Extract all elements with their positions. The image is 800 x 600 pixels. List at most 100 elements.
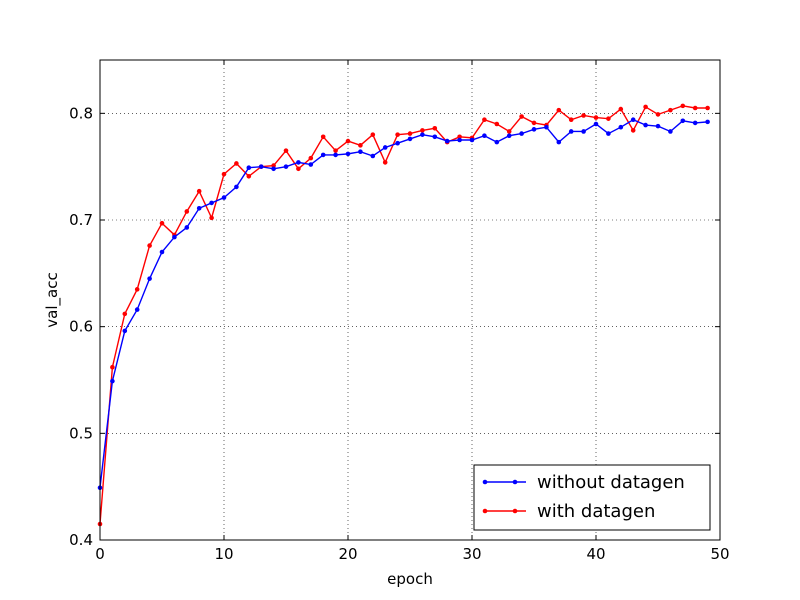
data-point xyxy=(308,155,314,161)
data-point xyxy=(358,149,363,155)
legend-label: with datagen xyxy=(537,501,655,522)
data-point xyxy=(271,166,276,172)
data-point xyxy=(147,243,152,248)
data-point xyxy=(469,137,475,143)
data-point xyxy=(556,139,562,145)
data-point xyxy=(234,184,239,190)
data-point xyxy=(568,129,574,134)
data-point xyxy=(705,119,710,125)
data-point xyxy=(147,276,152,281)
data-point xyxy=(283,164,289,169)
data-point xyxy=(444,138,450,144)
data-point xyxy=(680,103,686,109)
data-point xyxy=(643,104,648,110)
data-point xyxy=(333,148,338,153)
data-point xyxy=(345,151,351,157)
data-point xyxy=(432,134,438,140)
y-tick-label: 0.5 xyxy=(69,424,93,442)
data-point xyxy=(407,136,413,142)
data-point xyxy=(556,107,562,113)
data-point xyxy=(196,188,202,194)
data-point xyxy=(246,173,252,179)
data-point xyxy=(370,153,376,159)
data-point xyxy=(531,127,537,132)
data-point xyxy=(680,118,686,124)
legend-label: without datagen xyxy=(537,472,685,493)
data-point xyxy=(234,161,239,166)
legend-marker xyxy=(512,479,518,485)
data-point xyxy=(692,120,698,126)
data-point xyxy=(618,124,624,130)
data-point xyxy=(568,117,574,123)
y-tick-label: 0.6 xyxy=(69,318,93,336)
data-point xyxy=(382,145,388,150)
y-axis-label: val_acc xyxy=(43,272,62,327)
data-point xyxy=(581,129,586,134)
data-point xyxy=(296,160,301,165)
x-tick-label: 50 xyxy=(710,545,729,563)
legend: without datagen with datagen xyxy=(473,464,711,531)
data-point xyxy=(395,132,400,137)
series-layer xyxy=(97,103,710,527)
legend-marker xyxy=(512,508,518,514)
data-point xyxy=(283,148,289,153)
data-point xyxy=(506,133,512,139)
data-point xyxy=(457,134,462,140)
data-point xyxy=(184,225,190,230)
data-point xyxy=(345,138,351,144)
data-point xyxy=(110,364,115,370)
data-point xyxy=(457,137,462,143)
x-axis-label: epoch xyxy=(387,570,433,588)
data-point xyxy=(630,128,636,133)
data-point xyxy=(407,131,413,136)
data-point xyxy=(134,307,140,312)
axis-ticks: 0 10 20 30 40 50 0.4 0.5 0.6 0.7 0.8 xyxy=(69,60,730,563)
data-point xyxy=(692,105,698,111)
data-point xyxy=(159,220,165,226)
data-point xyxy=(221,195,227,200)
x-tick-label: 10 xyxy=(214,545,233,563)
data-point xyxy=(506,129,512,134)
data-point xyxy=(643,122,648,128)
data-point xyxy=(606,131,611,136)
data-point xyxy=(246,165,252,171)
data-point xyxy=(494,139,500,145)
data-point xyxy=(122,328,128,334)
data-point xyxy=(382,160,388,165)
data-point xyxy=(196,205,202,211)
data-point xyxy=(358,143,363,148)
data-point xyxy=(370,132,376,137)
data-point xyxy=(618,106,624,112)
y-tick-label: 0.8 xyxy=(69,104,93,122)
data-point xyxy=(320,134,326,140)
data-point xyxy=(308,162,314,167)
data-point xyxy=(655,112,661,117)
x-tick-label: 20 xyxy=(338,545,357,563)
data-point xyxy=(668,107,673,113)
data-point xyxy=(432,125,438,131)
data-point xyxy=(655,123,661,129)
data-point xyxy=(420,128,425,133)
data-point xyxy=(593,115,599,120)
data-point xyxy=(482,117,487,123)
data-point xyxy=(606,116,611,121)
data-point xyxy=(122,311,128,317)
legend-marker xyxy=(482,508,488,514)
data-point xyxy=(593,121,599,127)
data-point xyxy=(519,114,524,119)
data-point xyxy=(296,166,301,172)
data-point xyxy=(333,152,338,158)
data-point xyxy=(705,105,710,111)
data-point xyxy=(320,152,326,158)
data-point xyxy=(531,120,537,126)
y-tick-label: 0.4 xyxy=(69,531,93,549)
data-point xyxy=(209,215,214,221)
data-point xyxy=(494,121,500,127)
data-point xyxy=(581,113,586,118)
data-point xyxy=(544,124,549,130)
data-point xyxy=(258,164,264,169)
data-point xyxy=(209,200,214,206)
data-point xyxy=(221,171,227,177)
data-point xyxy=(134,287,140,292)
